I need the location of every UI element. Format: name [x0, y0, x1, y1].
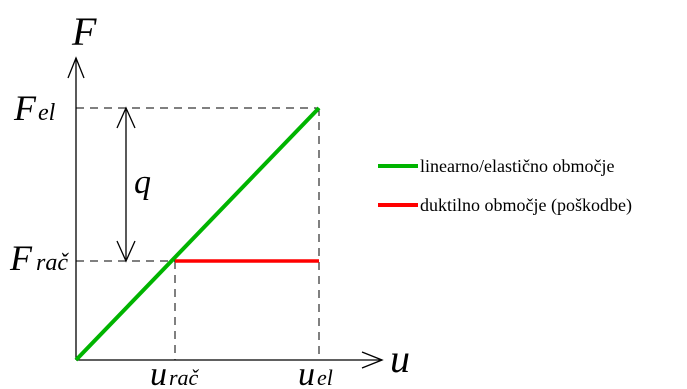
force-design-main: F — [9, 238, 33, 278]
disp-elastic-main: u — [298, 356, 315, 389]
legend: linearno/elastično območje duktilno obmo… — [378, 156, 632, 216]
disp-design-label: urač — [150, 356, 200, 389]
legend-label-elastic: linearno/elastično območje — [420, 156, 614, 176]
disp-elastic-label: uel — [298, 356, 333, 389]
x-axis-symbol: u — [390, 336, 410, 381]
q-arrow — [116, 106, 136, 263]
force-design-sub: rač — [36, 250, 69, 276]
elastic-line — [74, 106, 321, 362]
legend-label-ductile: duktilno območje (poškodbe) — [420, 195, 632, 216]
y-axis-symbol: F — [71, 9, 97, 54]
q-label: q — [134, 164, 151, 201]
disp-elastic-sub: el — [317, 365, 333, 389]
y-axis-arrowhead — [67, 56, 85, 79]
x-axis-arrowhead — [361, 351, 384, 369]
disp-design-sub: rač — [169, 365, 200, 389]
disp-design-main: u — [150, 356, 167, 389]
force-elastic-label: Fel — [13, 88, 56, 128]
force-elastic-sub: el — [38, 100, 56, 126]
force-elastic-main: F — [13, 88, 37, 128]
